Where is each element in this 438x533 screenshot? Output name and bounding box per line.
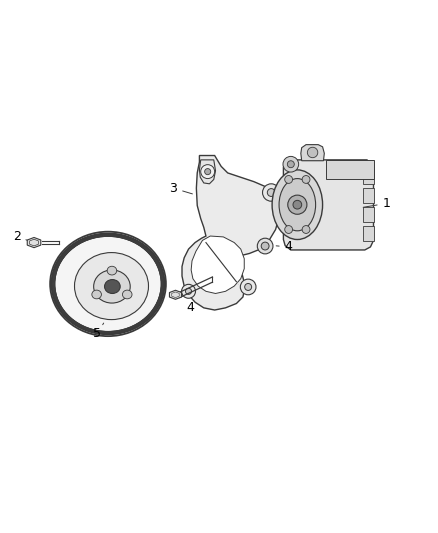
Text: 1: 1 (363, 197, 391, 210)
Ellipse shape (272, 170, 322, 239)
Circle shape (240, 279, 256, 295)
Circle shape (285, 225, 293, 233)
Circle shape (293, 200, 302, 209)
Polygon shape (325, 160, 374, 180)
Text: 5: 5 (93, 323, 104, 341)
Circle shape (267, 189, 275, 197)
Ellipse shape (107, 266, 117, 275)
Bar (363, 188, 374, 203)
Text: 2: 2 (13, 230, 27, 243)
Circle shape (283, 156, 299, 172)
Circle shape (307, 147, 318, 158)
Circle shape (205, 168, 211, 175)
Ellipse shape (94, 270, 130, 303)
Text: 4: 4 (182, 296, 194, 314)
Circle shape (302, 175, 310, 183)
Circle shape (288, 195, 307, 214)
Polygon shape (27, 238, 41, 248)
Circle shape (261, 242, 269, 250)
Ellipse shape (55, 237, 161, 332)
Ellipse shape (92, 290, 102, 299)
Circle shape (285, 175, 293, 183)
Circle shape (302, 225, 310, 233)
Polygon shape (283, 160, 374, 250)
Text: 4: 4 (276, 240, 293, 253)
Circle shape (287, 161, 294, 168)
Ellipse shape (279, 179, 316, 231)
Polygon shape (199, 160, 215, 184)
Ellipse shape (105, 279, 120, 294)
Circle shape (257, 238, 273, 254)
Bar (363, 227, 374, 241)
Circle shape (201, 165, 215, 179)
Polygon shape (170, 290, 181, 300)
Circle shape (245, 284, 252, 290)
Circle shape (262, 184, 280, 201)
Ellipse shape (123, 290, 132, 299)
Bar (363, 207, 374, 222)
Polygon shape (301, 144, 324, 161)
Polygon shape (182, 156, 280, 310)
Bar (363, 169, 374, 184)
Polygon shape (191, 236, 244, 294)
Circle shape (182, 284, 195, 298)
Circle shape (185, 288, 191, 294)
Ellipse shape (74, 253, 148, 320)
Text: 3: 3 (170, 182, 192, 195)
